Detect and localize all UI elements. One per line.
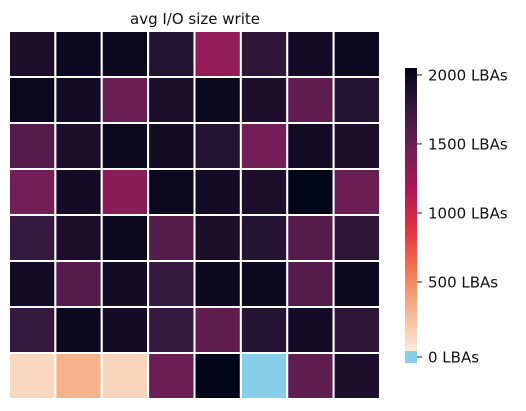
heatmap-cell-r6-c7 xyxy=(332,306,381,354)
heatmap-cell-r4-c5 xyxy=(239,214,289,262)
heatmap-cell-r7-c3 xyxy=(147,352,196,400)
heatmap-cell-r7-c6 xyxy=(286,352,335,400)
heatmap-cell-r2-c5 xyxy=(239,122,289,170)
heatmap-cell-r5-c3 xyxy=(147,260,196,308)
heatmap-cell-r0-c3 xyxy=(147,30,196,78)
heatmap-cell-r4-c6 xyxy=(286,214,335,262)
heatmap-cell-r4-c0 xyxy=(8,214,57,262)
heatmap-cell-r5-c7 xyxy=(332,260,381,308)
heatmap-cell-r1-c5 xyxy=(239,76,289,124)
chart-title: avg I/O size write xyxy=(130,10,260,28)
heatmap-cell-r2-c4 xyxy=(193,122,242,170)
heatmap-cell-r0-c5 xyxy=(239,30,289,78)
heatmap-cell-r7-c2 xyxy=(100,352,150,400)
heatmap-cell-r3-c6 xyxy=(286,168,335,216)
heatmap-cell-r6-c5 xyxy=(239,306,289,354)
heatmap-cell-r2-c7 xyxy=(332,122,381,170)
colorbar-tick-label: 0 LBAs xyxy=(428,349,479,367)
heatmap-cell-r7-c0 xyxy=(8,352,57,400)
heatmap-cell-r2-c2 xyxy=(100,122,150,170)
heatmap-cell-r1-c6 xyxy=(286,76,335,124)
heatmap-cell-r1-c2 xyxy=(100,76,150,124)
heatmap-cell-r2-c3 xyxy=(147,122,196,170)
heatmap-cell-r7-c5 xyxy=(239,352,289,400)
heatmap-cell-r1-c4 xyxy=(193,76,242,124)
heatmap-cell-r0-c2 xyxy=(100,30,150,78)
colorbar-tick-label: 1500 LBAs xyxy=(428,135,508,153)
colorbar-tick-label: 1000 LBAs xyxy=(428,204,508,222)
heatmap-cell-r1-c1 xyxy=(54,76,103,124)
heatmap-cell-r0-c0 xyxy=(8,30,57,78)
heatmap-cell-r4-c3 xyxy=(147,214,196,262)
heatmap-cell-r6-c3 xyxy=(147,306,196,354)
heatmap-cell-r6-c1 xyxy=(54,306,103,354)
heatmap-cell-r3-c0 xyxy=(8,168,57,216)
heatmap-cell-r1-c0 xyxy=(8,76,57,124)
heatmap-cell-r3-c3 xyxy=(147,168,196,216)
heatmap-cell-r5-c5 xyxy=(239,260,289,308)
heatmap-cell-r0-c1 xyxy=(54,30,103,78)
heatmap-cell-r7-c1 xyxy=(54,352,103,400)
heatmap-cell-r4-c2 xyxy=(100,214,150,262)
heatmap-cell-r0-c6 xyxy=(286,30,335,78)
heatmap-cell-r1-c3 xyxy=(147,76,196,124)
heatmap-cell-r0-c7 xyxy=(332,30,381,78)
heatmap-cell-r5-c0 xyxy=(8,260,57,308)
colorbar-zero-segment xyxy=(405,351,417,363)
heatmap-cell-r3-c7 xyxy=(332,168,381,216)
heatmap-cell-r5-c6 xyxy=(286,260,335,308)
heatmap-cell-r2-c6 xyxy=(286,122,335,170)
colorbar-tick-label: 500 LBAs xyxy=(428,273,498,291)
heatmap-cell-r6-c2 xyxy=(100,306,150,354)
heatmap-cell-r3-c1 xyxy=(54,168,103,216)
heatmap-cell-r6-c4 xyxy=(193,306,242,354)
heatmap-cell-r3-c5 xyxy=(239,168,289,216)
heatmap-cells xyxy=(8,30,381,400)
heatmap-cell-r7-c4 xyxy=(193,352,242,400)
colorbar: 0 LBAs 500 LBAs 1000 LBAs 1500 LBAs 2000 LBA… xyxy=(405,66,508,367)
heatmap-cell-r5-c1 xyxy=(54,260,103,308)
heatmap-cell-r2-c0 xyxy=(8,122,57,170)
heatmap-cell-r7-c7 xyxy=(332,352,381,400)
heatmap-cell-r2-c1 xyxy=(54,122,103,170)
heatmap-cell-r3-c4 xyxy=(193,168,242,216)
heatmap-cell-r6-c6 xyxy=(286,306,335,354)
heatmap-cell-r4-c1 xyxy=(54,214,103,262)
colorbar-tick-label: 2000 LBAs xyxy=(428,66,508,84)
heatmap-cell-r4-c4 xyxy=(193,214,242,262)
heatmap-cell-r1-c7 xyxy=(332,76,381,124)
heatmap-cell-r6-c0 xyxy=(8,306,57,354)
heatmap-cell-r4-c7 xyxy=(332,214,381,262)
colorbar-gradient xyxy=(405,68,417,351)
heatmap-cell-r3-c2 xyxy=(100,168,150,216)
heatmap-cell-r0-c4 xyxy=(193,30,242,78)
heatmap-cell-r5-c4 xyxy=(193,260,242,308)
heatmap-cell-r5-c2 xyxy=(100,260,150,308)
